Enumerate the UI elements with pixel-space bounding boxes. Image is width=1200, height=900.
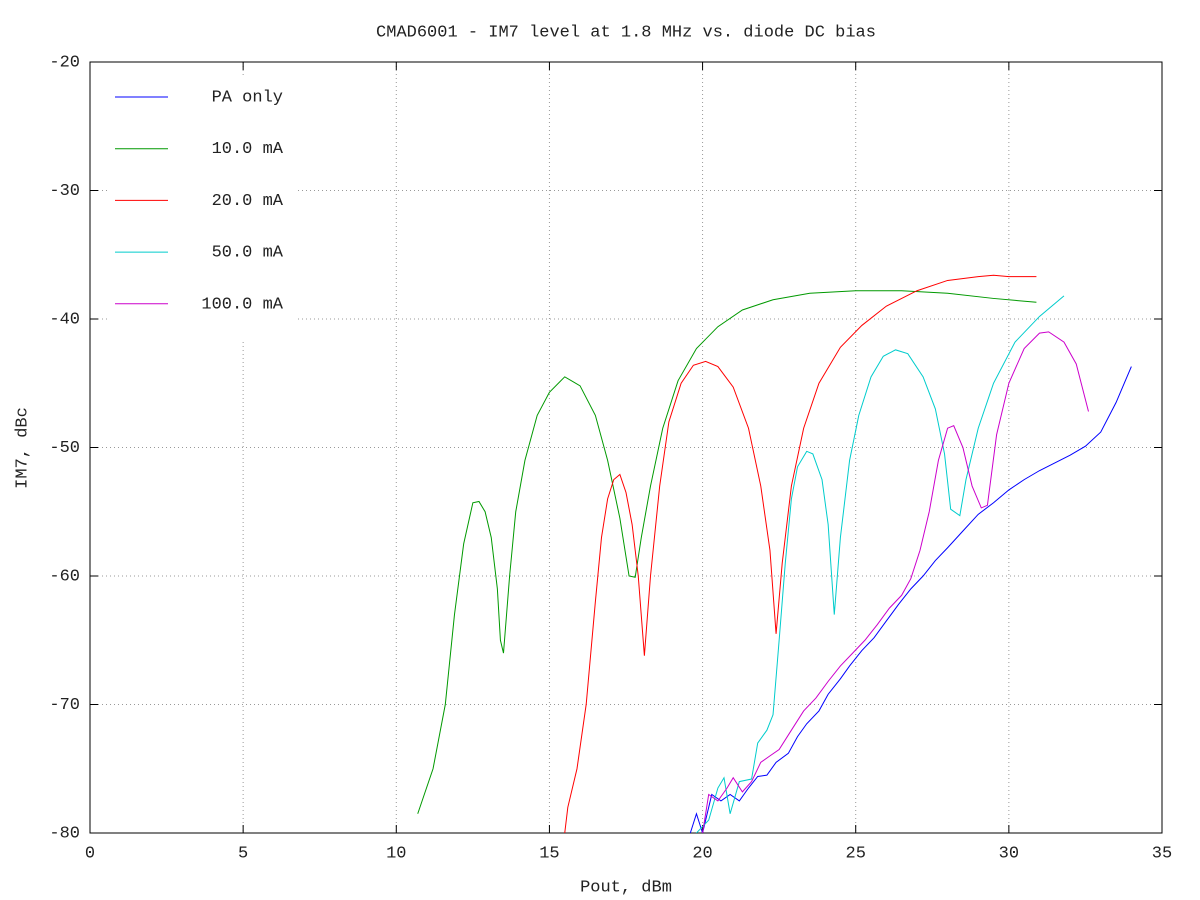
legend-label: 20.0 mA [212, 192, 284, 211]
x-axis-label: Pout, dBm [580, 878, 672, 897]
x-tick-label: 25 [846, 844, 866, 863]
x-tick-label: 15 [539, 844, 559, 863]
x-tick-label: 35 [1152, 844, 1172, 863]
series-line [417, 290, 1037, 814]
y-axis-label: IM7, dBc [13, 407, 32, 489]
y-tick-label: -30 [49, 182, 80, 201]
y-tick-label: -50 [49, 439, 80, 458]
y-tick-label: -70 [49, 696, 80, 715]
series-line [689, 366, 1132, 833]
series-line [696, 295, 1065, 833]
plot-border [89, 61, 1163, 834]
legend-background [110, 77, 295, 341]
series-line [564, 274, 1037, 833]
x-tick-label: 0 [85, 844, 95, 863]
y-tick-label: -60 [49, 567, 80, 586]
y-tick-label: -80 [49, 824, 80, 843]
legend-label: 50.0 mA [212, 244, 284, 263]
legend-label: 10.0 mA [212, 140, 284, 159]
chart-title: CMAD6001 - IM7 level at 1.8 MHz vs. diod… [376, 23, 876, 42]
x-tick-label: 5 [238, 844, 248, 863]
y-tick-label: -20 [49, 53, 80, 72]
x-tick-label: 20 [692, 844, 712, 863]
y-tick-label: -40 [49, 310, 80, 329]
legend-label: PA only [212, 88, 283, 107]
series-line [702, 331, 1089, 833]
x-tick-label: 10 [386, 844, 406, 863]
x-tick-label: 30 [999, 844, 1019, 863]
legend-label: 100.0 mA [201, 295, 283, 314]
